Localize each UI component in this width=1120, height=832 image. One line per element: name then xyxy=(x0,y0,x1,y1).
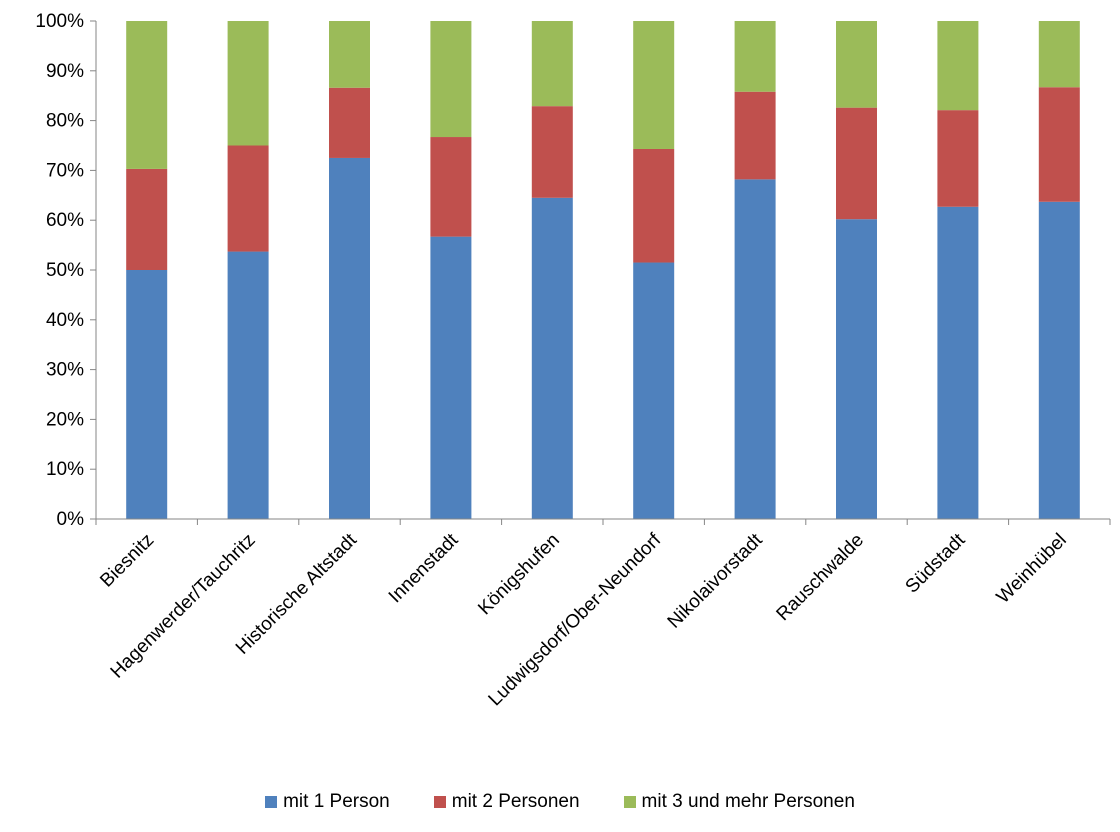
y-tick-label-6: 50% xyxy=(46,260,84,281)
legend-label-series-3: mit 3 und mehr Personen xyxy=(641,791,855,812)
y-tick-label-8: 70% xyxy=(46,160,84,181)
y-tick-label-2: 10% xyxy=(46,459,84,480)
bar-7-series-1 xyxy=(734,179,776,519)
x-tick-label-7: Nikolaivorstadt xyxy=(664,529,767,632)
bar-2-series-1 xyxy=(227,251,269,519)
x-tick-label-9: Südstadt xyxy=(902,529,970,597)
bar-2-series-3 xyxy=(227,21,269,146)
bar-1-series-2 xyxy=(126,168,168,270)
bar-8-series-2 xyxy=(836,107,877,220)
y-tick-label-1: 0% xyxy=(57,509,85,530)
bar-4-series-3 xyxy=(430,21,472,138)
legend-label-series-2: mit 2 Personen xyxy=(451,791,580,812)
bar-10-series-1 xyxy=(1038,201,1080,520)
y-tick-label-10: 90% xyxy=(46,61,84,82)
legend-swatch-series-1 xyxy=(265,796,278,808)
stacked-bar-chart: 0% 10% 20% 30% 40% 50% 60% 70% 80% 90% 100% Biesnit… xyxy=(35,11,1111,710)
y-tick-label-9: 80% xyxy=(46,111,84,132)
bar-10-series-3 xyxy=(1038,21,1080,88)
x-tick-label-4: Innenstadt xyxy=(385,529,463,607)
bar-1-series-1 xyxy=(126,270,168,519)
legend-label-series-1: mit 1 Person xyxy=(283,791,390,812)
x-tick-label-5: Königshufen xyxy=(474,530,564,620)
bar-6-series-2 xyxy=(633,148,675,263)
bar-9-series-1 xyxy=(937,206,979,519)
bar-3-series-2 xyxy=(329,87,370,158)
bar-9-series-2 xyxy=(937,110,979,207)
x-tick-label-6: Ludwigsdorf/Ober-Neundorf xyxy=(485,529,666,710)
y-tick-label-7: 60% xyxy=(46,210,84,231)
x-tick-label-8: Rauschwalde xyxy=(773,530,869,626)
y-tick-label-3: 20% xyxy=(46,409,84,430)
bar-4-series-1 xyxy=(430,236,472,519)
bar-5-series-3 xyxy=(531,21,573,107)
bar-7-series-2 xyxy=(734,91,776,180)
x-tick-label-10: Weinhübel xyxy=(993,530,1071,608)
bar-4-series-2 xyxy=(430,137,472,237)
bar-8-series-3 xyxy=(836,21,877,108)
bar-9-series-3 xyxy=(937,21,979,111)
bar-10-series-2 xyxy=(1038,87,1080,202)
bar-3-series-3 xyxy=(329,21,370,88)
bar-6-series-1 xyxy=(633,262,675,519)
bar-1-series-3 xyxy=(126,21,168,169)
y-tick-label-5: 40% xyxy=(46,310,84,331)
legend: mit 1 Person mit 2 Personen mit 3 und me… xyxy=(0,782,1120,822)
y-tick-label-4: 30% xyxy=(46,360,84,381)
legend-item-series-3: mit 3 und mehr Personen xyxy=(623,791,855,813)
plot-area: 0% 10% 20% 30% 40% 50% 60% 70% 80% 90% 100% Biesnit… xyxy=(35,11,1111,710)
bar-6-series-3 xyxy=(633,21,675,149)
bar-3-series-1 xyxy=(329,157,370,519)
bar-5-series-1 xyxy=(531,197,573,520)
legend-item-series-2: mit 2 Personen xyxy=(433,791,580,813)
bar-8-series-1 xyxy=(836,219,877,520)
legend-item-series-1: mit 1 Person xyxy=(265,791,390,813)
legend-swatch-series-3 xyxy=(623,796,636,808)
x-tick-label-1: Biesnitz xyxy=(96,530,158,592)
bar-5-series-2 xyxy=(531,106,573,198)
legend-swatch-series-2 xyxy=(433,796,446,808)
y-tick-label-11: 100% xyxy=(35,11,84,32)
bar-2-series-2 xyxy=(227,145,269,252)
bar-7-series-3 xyxy=(734,21,776,92)
